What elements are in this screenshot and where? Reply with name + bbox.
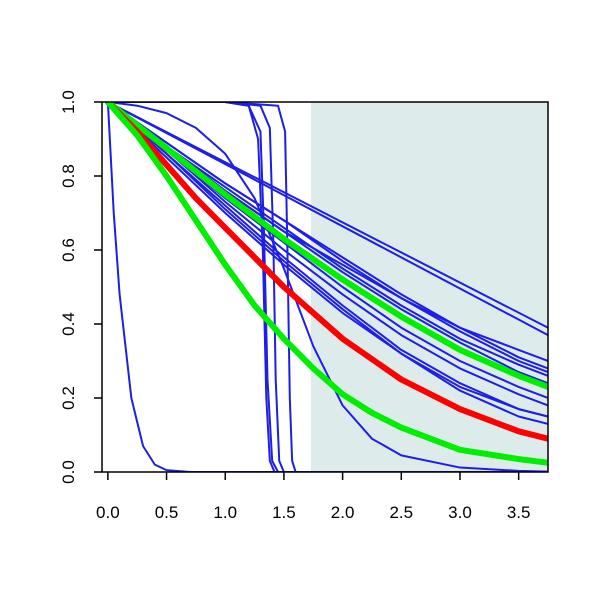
- series-line-20-red: [104, 102, 548, 442]
- series-line-6-blue: [106, 102, 548, 472]
- series-line-7-blue: [106, 102, 548, 329]
- x-tick-label: 0.5: [155, 503, 179, 522]
- series-layer: [104, 102, 548, 472]
- x-tick-label: 1.0: [213, 503, 237, 522]
- y-tick-label: 1.0: [59, 90, 78, 114]
- x-tick-label: 3.5: [507, 503, 531, 522]
- x-tick-label: 2.0: [331, 503, 355, 522]
- y-tick-label: 0.4: [59, 312, 78, 336]
- series-line-5-blue: [106, 102, 548, 472]
- y-axis: 0.0 0.2 0.4 0.6 0.8 1.0: [59, 90, 102, 484]
- x-axis: 0.0 0.5 1.0 1.5 2.0 2.5 3.0 3.5: [96, 472, 530, 522]
- x-tick-label: 3.0: [448, 503, 472, 522]
- y-tick-label: 0.2: [59, 386, 78, 410]
- series-line-17-blue: [106, 102, 548, 425]
- series-line-19-green: [104, 102, 548, 390]
- y-tick-label: 0.8: [59, 164, 78, 188]
- series-line-3-blue: [106, 102, 548, 472]
- x-tick-label: 1.5: [272, 503, 296, 522]
- y-tick-label: 0.0: [59, 460, 78, 484]
- series-line-8-blue: [106, 102, 548, 337]
- series-line-10-blue: [106, 102, 548, 370]
- x-tick-label: 2.5: [389, 503, 413, 522]
- series-line-18-blue: [106, 102, 548, 418]
- plot-frame: [101, 101, 549, 473]
- series-line-21-green: [104, 102, 548, 466]
- x-tick-label: 0.0: [96, 503, 120, 522]
- y-tick-label: 0.6: [59, 238, 78, 262]
- shaded-region: [310, 102, 548, 472]
